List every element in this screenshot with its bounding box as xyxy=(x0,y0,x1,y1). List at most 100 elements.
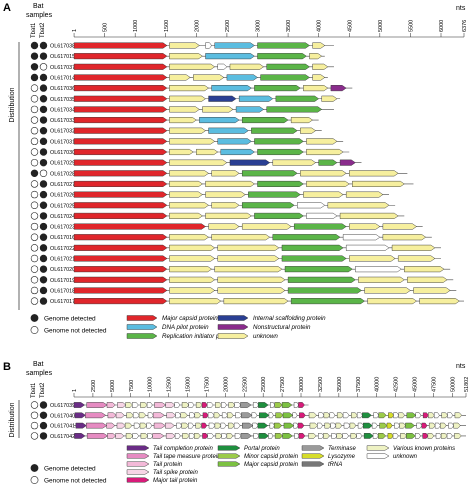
legend-swatch-navy xyxy=(217,315,249,321)
tbat1-marker xyxy=(30,212,39,220)
gene-arrow-unknown xyxy=(447,412,454,419)
gene-arrow-unknown xyxy=(233,422,241,429)
genome-accession: OL617020 xyxy=(50,267,75,273)
gene-arrow-term xyxy=(242,422,254,429)
genome-accession: OL617027 xyxy=(50,182,75,188)
tbat1-marker xyxy=(30,276,39,284)
panel-b-genome-row: OL617039 xyxy=(30,401,309,409)
tbat2-marker xyxy=(39,73,48,82)
tbat1-marker xyxy=(30,180,39,188)
genome-accession: OL617023 xyxy=(50,225,75,231)
legend-swatch-term xyxy=(301,445,325,451)
legend-detected-label: Genome detected xyxy=(44,466,96,473)
gene-arrow-various xyxy=(139,422,148,429)
tbat1-marker xyxy=(30,116,39,124)
genome-accession: OL617036 xyxy=(50,86,75,92)
gene-arrow-green xyxy=(241,202,295,209)
tbat2-marker xyxy=(39,126,48,135)
gene-arrow-lyso xyxy=(386,422,393,429)
panel-a-header-samples: samples xyxy=(26,12,53,19)
gene-arrow-yellow xyxy=(214,266,283,273)
gene-arrow-various xyxy=(195,402,203,408)
gene-arrow-unknown xyxy=(207,433,214,439)
legend-swatch-blue xyxy=(126,324,158,330)
gene-arrow-portal xyxy=(362,412,372,419)
gene-arrow-unknown xyxy=(329,412,336,419)
panel-b-tick-label: 40000 xyxy=(375,377,381,392)
gene-arrow-yellow xyxy=(303,191,344,198)
gene-arrow-yellow xyxy=(327,202,390,209)
gene-arrow-red xyxy=(73,212,168,219)
gene-arrow-unknown xyxy=(342,412,350,419)
panel-a-genome-row: OL617035 xyxy=(30,95,341,103)
genome-accession: OL617028 xyxy=(50,171,75,177)
genome-accession: OL617015 xyxy=(50,54,75,60)
gene-arrow-yellow xyxy=(169,85,209,92)
gene-arrow-yellow xyxy=(205,212,252,219)
gene-arrow-green xyxy=(284,266,353,273)
gene-arrow-unknown xyxy=(393,412,400,419)
panel-a-tick-label: 2500 xyxy=(225,20,231,32)
panel-b-tick-label: 42500 xyxy=(394,377,400,392)
gene-arrow-tail xyxy=(152,433,165,439)
tbat2-marker xyxy=(39,116,48,124)
legend-label: Various known proteins xyxy=(393,446,455,452)
legend-swatch-minor xyxy=(217,453,241,459)
gene-arrow-tcomp xyxy=(74,412,86,419)
gene-arrow-red xyxy=(73,170,168,177)
tbat2-marker xyxy=(39,201,48,209)
legend-label: Portal protein xyxy=(244,446,280,452)
gene-arrow-term xyxy=(240,402,252,408)
gene-arrow-various xyxy=(324,422,332,429)
gene-arrow-yellow xyxy=(303,85,329,92)
gene-arrow-yellow xyxy=(169,202,209,209)
gene-arrow-various xyxy=(440,422,447,429)
gene-arrow-green xyxy=(257,53,307,60)
gene-arrow-various xyxy=(336,412,344,419)
gene-arrow-yellow xyxy=(169,106,200,113)
gene-arrow-red xyxy=(73,159,168,166)
gene-arrow-lyso xyxy=(387,433,394,439)
gene-arrow-green xyxy=(281,244,344,251)
gene-arrow-white xyxy=(205,42,212,49)
gene-arrow-red xyxy=(73,42,168,49)
gene-arrow-unknown xyxy=(318,412,325,419)
gene-arrow-unknown xyxy=(174,433,181,439)
gene-arrow-yellow xyxy=(169,212,203,219)
gene-arrow-yellow xyxy=(241,223,292,230)
panel-b-header-tbat2: Tbat2 xyxy=(40,382,46,398)
gene-arrow-navy xyxy=(229,159,271,166)
panel-b-tick-label: 35000 xyxy=(337,377,343,392)
genome-accession: OL617014 xyxy=(50,75,75,81)
panel-a-genome-row: OL617028 xyxy=(30,169,408,177)
panel-a-genome-row: OL617021 xyxy=(30,254,442,263)
gene-arrow-yellow xyxy=(169,170,209,177)
gene-arrow-unknown xyxy=(293,422,299,429)
gene-arrow-various xyxy=(227,412,234,419)
gene-arrow-majorb xyxy=(282,433,293,439)
tbat1-marker xyxy=(30,73,39,82)
gene-arrow-yellow xyxy=(193,74,225,81)
tbat1-marker xyxy=(30,52,39,60)
legend-swatch-mtail xyxy=(126,477,150,483)
panel-b-legend: Genome detected Genome not detected Tail c… xyxy=(30,445,455,485)
gene-arrow-yellow xyxy=(169,138,216,145)
panel-a-tick-label: 3000 xyxy=(256,20,262,32)
tbat1-marker xyxy=(30,265,39,273)
panel-a-genome-row: OL617029 xyxy=(30,158,362,167)
panel-b-genome-row: OL617042 xyxy=(30,432,466,440)
gene-arrow-unknown xyxy=(253,433,260,439)
gene-arrow-yellow xyxy=(169,53,203,60)
gene-arrow-red xyxy=(73,127,168,134)
gene-arrow-blue xyxy=(226,74,258,81)
gene-arrow-ttape xyxy=(86,422,108,429)
gene-arrow-yellow xyxy=(169,74,191,81)
gene-arrow-yellow xyxy=(419,298,460,305)
gene-arrow-green xyxy=(248,191,301,198)
gene-arrow-unknown xyxy=(318,433,324,439)
gene-arrow-various xyxy=(441,412,448,419)
panel-b-header-tbat1: Tbat1 xyxy=(31,382,37,398)
gene-arrow-green xyxy=(290,298,365,305)
gene-arrow-majorb xyxy=(282,412,294,419)
tbat1-marker xyxy=(30,137,39,146)
